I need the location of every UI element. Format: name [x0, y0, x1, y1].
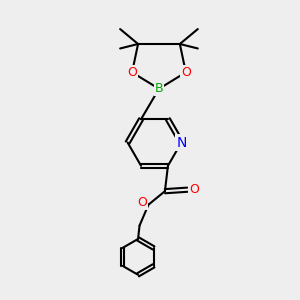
Text: O: O [137, 196, 147, 209]
Text: B: B [154, 82, 163, 95]
Text: O: O [127, 66, 137, 79]
Text: O: O [181, 66, 191, 79]
Text: N: N [176, 136, 187, 149]
Text: O: O [189, 183, 199, 196]
Text: O: O [127, 66, 137, 79]
